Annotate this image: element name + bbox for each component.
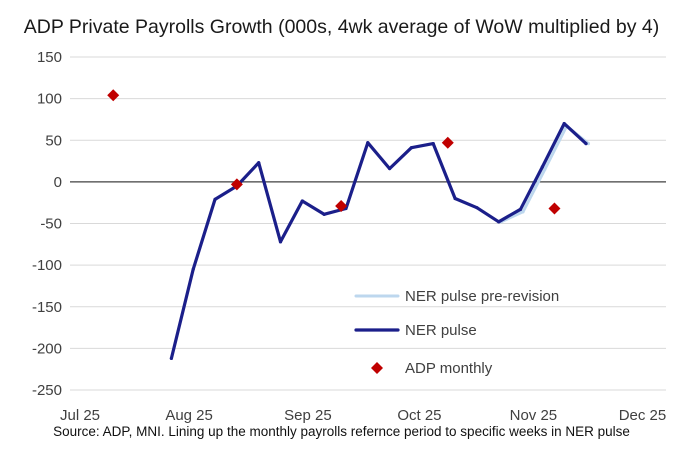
series-ner-pulse [169, 121, 588, 360]
data-point [300, 199, 304, 203]
data-point [562, 122, 566, 126]
series-ner-pulse-pre-revision [499, 124, 591, 224]
y-tick-label: 150 [37, 49, 62, 66]
chart-source-note: Source: ADP, MNI. Lining up the monthly … [53, 424, 630, 439]
data-point [213, 197, 217, 201]
gridlines [70, 56, 666, 391]
y-tick-label: 100 [37, 91, 62, 108]
data-point [431, 141, 435, 146]
adp-monthly-marker [107, 89, 120, 102]
data-point [453, 196, 457, 201]
y-tick-label: -250 [32, 382, 62, 399]
data-point [366, 141, 370, 145]
legend-label: ADP monthly [405, 360, 493, 377]
adp-monthly-marker [335, 200, 348, 213]
data-point [543, 167, 547, 171]
adp-monthly-marker [441, 136, 454, 149]
y-tick-label: -200 [32, 340, 62, 357]
data-point [191, 267, 195, 271]
legend-label: NER pulse pre-revision [405, 288, 559, 305]
x-tick-label: Sep 25 [284, 407, 332, 424]
data-point [322, 212, 326, 216]
data-point [475, 206, 479, 210]
data-point [388, 166, 392, 171]
legend: NER pulse pre-revision NER pulse ADP month… [354, 288, 559, 377]
y-axis: 150 100 50 0 -50 -100 -150 -200 -250 [32, 49, 62, 399]
series-adp-monthly [107, 89, 561, 215]
adp-monthly-marker [230, 178, 243, 191]
x-tick-label: Aug 25 [165, 407, 213, 424]
y-tick-label: -50 [40, 216, 62, 233]
y-tick-label: 50 [45, 132, 62, 149]
legend-label: NER pulse [405, 322, 477, 339]
data-point [497, 220, 501, 224]
x-tick-label: Dec 25 [619, 407, 667, 424]
legend-item: NER pulse [354, 322, 477, 339]
x-tick-label: Nov 25 [510, 407, 558, 424]
data-point [409, 146, 414, 150]
data-point [518, 207, 523, 211]
x-tick-label: Jul 25 [60, 407, 100, 424]
x-tick-label: Oct 25 [397, 407, 441, 424]
series [107, 89, 591, 360]
chart-title: ADP Private Payrolls Growth (000s, 4wk a… [23, 16, 660, 38]
data-point [278, 240, 283, 244]
y-tick-label: -100 [32, 257, 62, 274]
x-axis: Jul 25 Aug 25 Sep 25 Oct 25 Nov 25 Dec 25 [60, 407, 666, 424]
adp-monthly-marker [548, 202, 561, 215]
series-line [169, 121, 588, 360]
data-point [540, 165, 544, 169]
data-point [584, 141, 588, 146]
y-tick-label: -150 [32, 299, 62, 316]
legend-item: NER pulse pre-revision [354, 288, 559, 305]
data-point [586, 141, 591, 146]
legend-item: ADP monthly [371, 360, 493, 377]
legend-swatch-marker [371, 362, 383, 374]
data-point [257, 161, 261, 165]
data-point [169, 356, 174, 360]
data-point [521, 210, 525, 214]
y-tick-label: 0 [54, 174, 62, 191]
